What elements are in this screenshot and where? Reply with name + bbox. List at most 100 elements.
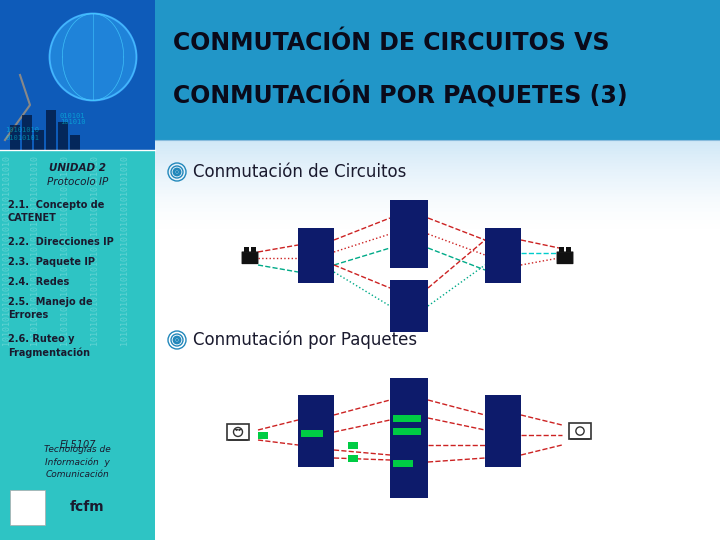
Bar bbox=[155, 221, 720, 222]
Bar bbox=[155, 224, 720, 226]
Bar bbox=[155, 192, 720, 194]
Text: Conmutación de Circuitos: Conmutación de Circuitos bbox=[193, 163, 406, 181]
Bar bbox=[155, 161, 720, 163]
Bar bbox=[0, 0, 155, 540]
Bar bbox=[155, 146, 720, 147]
Text: 10101010101010101010101010101010101010: 10101010101010101010101010101010101010 bbox=[60, 155, 69, 345]
Bar bbox=[155, 191, 720, 193]
Text: Conmutación por Paquetes: Conmutación por Paquetes bbox=[193, 330, 417, 349]
Bar bbox=[155, 186, 720, 188]
Bar bbox=[567, 247, 571, 252]
Bar bbox=[348, 455, 358, 462]
Bar bbox=[559, 247, 564, 252]
Bar bbox=[298, 395, 334, 467]
Bar bbox=[155, 201, 720, 203]
Bar bbox=[155, 179, 720, 180]
Text: 2.2.  Direcciones IP: 2.2. Direcciones IP bbox=[8, 237, 114, 247]
Bar bbox=[301, 430, 323, 437]
Bar bbox=[155, 200, 720, 201]
Bar bbox=[10, 125, 20, 150]
Bar bbox=[155, 157, 720, 158]
Circle shape bbox=[50, 14, 136, 100]
Text: 10101010101010101010101010101010101010: 10101010101010101010101010101010101010 bbox=[2, 155, 11, 345]
Bar bbox=[570, 423, 591, 438]
Text: 2.5.  Manejo de
Errores: 2.5. Manejo de Errores bbox=[8, 297, 93, 320]
Bar bbox=[155, 197, 720, 199]
Bar bbox=[155, 173, 720, 174]
Bar bbox=[0, 150, 155, 540]
Bar bbox=[393, 428, 421, 435]
Bar bbox=[155, 147, 720, 149]
Bar bbox=[155, 199, 720, 200]
Bar bbox=[155, 215, 720, 217]
Bar bbox=[390, 200, 428, 268]
Bar bbox=[155, 155, 720, 157]
Bar bbox=[393, 415, 421, 422]
Bar bbox=[10, 490, 45, 525]
FancyBboxPatch shape bbox=[242, 252, 258, 264]
Text: fcfm: fcfm bbox=[70, 500, 105, 514]
Bar bbox=[155, 0, 720, 140]
Bar bbox=[155, 222, 720, 224]
Bar bbox=[485, 228, 521, 283]
Bar bbox=[155, 206, 720, 207]
Bar bbox=[155, 152, 720, 153]
Bar bbox=[485, 395, 521, 467]
Text: 10101010
01010101: 10101010 01010101 bbox=[5, 127, 39, 140]
Bar bbox=[348, 442, 358, 449]
Bar bbox=[155, 188, 720, 190]
Bar bbox=[390, 378, 428, 473]
Bar bbox=[155, 168, 720, 170]
Bar bbox=[155, 184, 720, 185]
Bar bbox=[155, 167, 720, 168]
Bar bbox=[155, 213, 720, 215]
Bar bbox=[390, 453, 428, 498]
Bar bbox=[155, 140, 720, 540]
Text: Protocolo IP: Protocolo IP bbox=[47, 177, 108, 187]
Bar bbox=[58, 122, 68, 150]
Text: 10101010101010101010101010101010101010: 10101010101010101010101010101010101010 bbox=[120, 155, 129, 345]
Bar bbox=[155, 165, 720, 167]
Bar bbox=[155, 207, 720, 209]
Circle shape bbox=[576, 427, 584, 435]
Bar bbox=[155, 227, 720, 228]
Bar bbox=[155, 182, 720, 184]
Bar bbox=[155, 172, 720, 173]
Bar bbox=[155, 159, 720, 161]
Bar bbox=[70, 135, 80, 150]
Bar bbox=[155, 217, 720, 218]
Bar bbox=[155, 180, 720, 182]
Bar bbox=[155, 145, 720, 146]
Bar bbox=[155, 164, 720, 166]
Bar bbox=[155, 219, 720, 221]
Bar bbox=[155, 185, 720, 187]
Text: CONMUTACIÓN POR PAQUETES (3): CONMUTACIÓN POR PAQUETES (3) bbox=[173, 82, 628, 109]
Bar bbox=[243, 247, 248, 252]
Text: 10101010101010101010101010101010101010: 10101010101010101010101010101010101010 bbox=[30, 155, 39, 345]
FancyBboxPatch shape bbox=[557, 252, 572, 264]
Bar bbox=[155, 203, 720, 205]
Text: Tecnologías de
Información  y
Comunicación: Tecnologías de Información y Comunicació… bbox=[44, 446, 111, 478]
Bar bbox=[155, 143, 720, 145]
Bar bbox=[155, 218, 720, 220]
Bar bbox=[393, 460, 413, 467]
Bar bbox=[251, 247, 256, 252]
Bar bbox=[155, 209, 720, 211]
Text: 010101
101010: 010101 101010 bbox=[60, 112, 86, 125]
Text: 2.4.  Redes: 2.4. Redes bbox=[8, 277, 69, 287]
Bar bbox=[155, 151, 720, 152]
Bar bbox=[155, 228, 720, 230]
Bar bbox=[22, 115, 32, 150]
Bar bbox=[155, 226, 720, 227]
Text: UNIDAD 2: UNIDAD 2 bbox=[49, 163, 106, 173]
Bar bbox=[258, 432, 268, 439]
Bar bbox=[155, 212, 720, 214]
Bar bbox=[34, 130, 44, 150]
Bar bbox=[298, 228, 334, 283]
Bar bbox=[155, 170, 720, 172]
Bar bbox=[155, 141, 720, 143]
Bar bbox=[155, 176, 720, 178]
Text: 2.6. Ruteo y
Fragmentación: 2.6. Ruteo y Fragmentación bbox=[8, 334, 90, 358]
Text: 2.1.  Concepto de
CATENET: 2.1. Concepto de CATENET bbox=[8, 200, 104, 223]
Circle shape bbox=[176, 171, 179, 173]
